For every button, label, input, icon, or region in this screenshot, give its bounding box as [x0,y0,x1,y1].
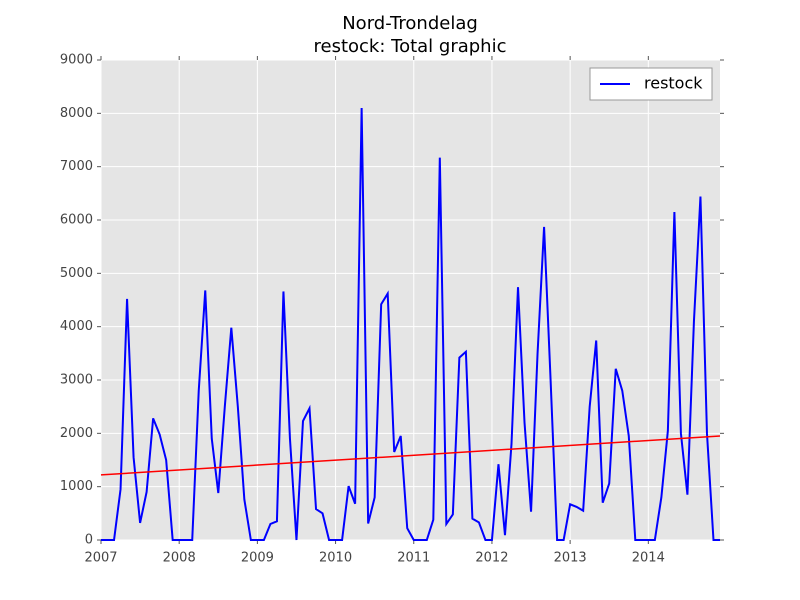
x-tick-label: 2014 [632,551,665,566]
x-tick-label: 2012 [475,551,508,566]
y-tick-label: 2000 [60,426,93,441]
y-tick-label: 1000 [60,479,93,494]
x-tick-label: 2013 [554,551,587,566]
legend-label: restock [644,74,703,93]
x-tick-label: 2011 [397,551,430,566]
y-tick-label: 8000 [60,106,93,121]
x-tick-label: 2007 [84,551,117,566]
plot-area [101,60,720,540]
x-tick-label: 2009 [241,551,274,566]
chart-subtitle: restock: Total graphic [314,36,507,57]
data-line [101,107,720,541]
y-tick-label: 5000 [60,266,93,281]
y-tick-label: 4000 [60,319,93,334]
y-tick-label: 9000 [60,53,93,68]
x-tick-label: 2010 [319,551,352,566]
y-tick-label: 0 [85,533,93,548]
y-tick-label: 3000 [60,373,93,388]
y-tick-label: 7000 [60,159,93,174]
x-tick-label: 2008 [163,551,196,566]
chart-title: Nord-Trondelag [342,13,478,34]
trend-line [100,435,721,476]
y-tick-label: 6000 [60,213,93,228]
